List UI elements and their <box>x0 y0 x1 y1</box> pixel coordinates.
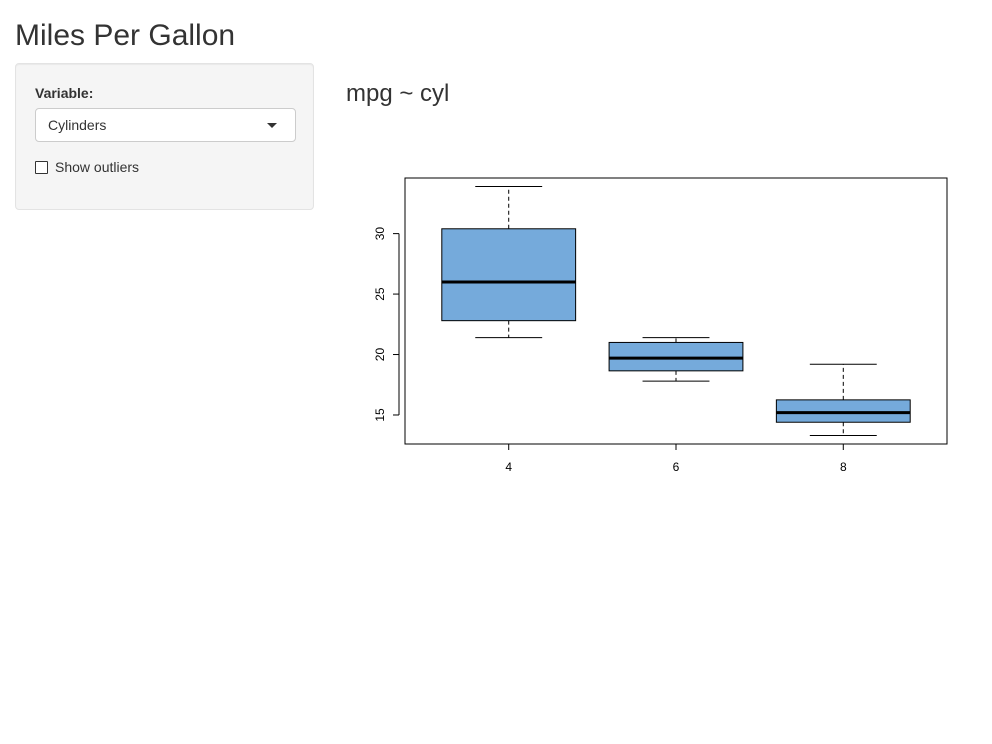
show-outliers-label: Show outliers <box>55 159 140 175</box>
box-cyl-4 <box>441 228 577 322</box>
x-tick-label-6: 6 <box>673 460 680 474</box>
x-tick-label-8: 8 <box>840 460 847 474</box>
variable-label: Variable: <box>35 85 94 101</box>
y-tick-label-25: 25 <box>373 287 387 301</box>
variable-select[interactable]: Cylinders <box>35 108 296 142</box>
checkbox-icon[interactable] <box>35 161 48 174</box>
caret-down-icon <box>267 123 277 128</box>
plot-title: mpg ~ cyl <box>346 80 450 107</box>
sidebar-panel: Variable: Cylinders Show outliers <box>15 63 314 210</box>
y-tick-label-30: 30 <box>373 227 387 241</box>
box-cyl-6 <box>608 341 744 372</box>
y-tick-label-15: 15 <box>373 408 387 422</box>
x-tick-label-4: 4 <box>505 460 512 474</box>
app-title: Miles Per Gallon <box>15 19 236 52</box>
variable-select-value: Cylinders <box>48 117 107 133</box>
y-tick-label-20: 20 <box>373 348 387 362</box>
box-cyl-8 <box>775 399 911 423</box>
boxplot-chart: 4 6 8 15 20 25 30 <box>373 177 948 474</box>
